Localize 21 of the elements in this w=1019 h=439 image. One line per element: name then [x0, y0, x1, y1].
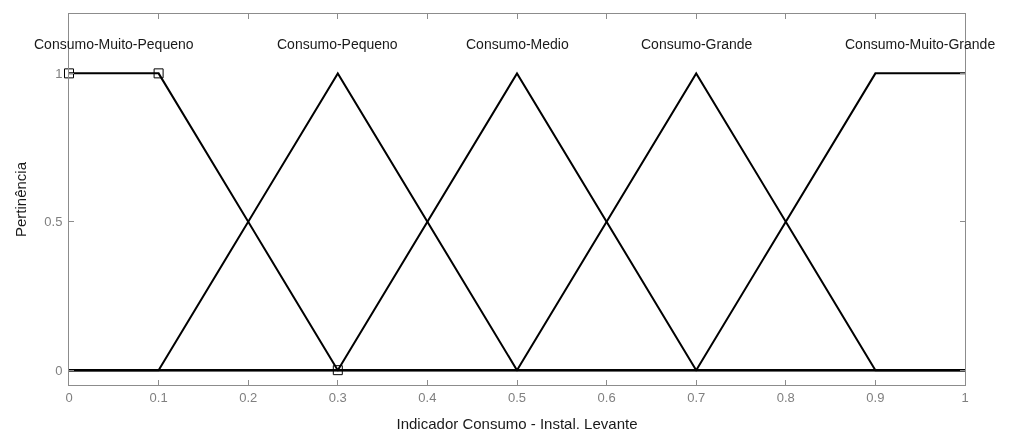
- y-tick-label: 0.5: [44, 214, 63, 230]
- y-axis-title: Pertinência: [11, 161, 29, 238]
- text: Consumo-Muito-Pequeno: [34, 36, 194, 52]
- x-tick-label: 1: [961, 389, 969, 405]
- x-tick-label: 0.1: [149, 389, 168, 405]
- x-tick-label: 0.5: [507, 389, 527, 405]
- text: Consumo-Pequeno: [277, 36, 398, 52]
- text: Consumo-Medio: [466, 36, 569, 52]
- y-tick-label: 0: [55, 362, 63, 378]
- x-tick-label: 0.4: [418, 389, 437, 405]
- x-tick-label: 0.2: [239, 389, 258, 405]
- x-axis-title: Indicador Consumo - Instal. Levante: [396, 414, 638, 432]
- y-tick-label: 1: [55, 65, 63, 81]
- x-tick-label: 0.3: [328, 389, 347, 405]
- x-tick-label: 0.8: [776, 389, 795, 405]
- text: Consumo-Muito-Grande: [845, 36, 996, 52]
- x-tick-label: 0.9: [866, 389, 885, 405]
- text: Consumo-Grande: [641, 36, 753, 52]
- x-tick-label: 0.7: [687, 389, 706, 405]
- x-tick-label: 0: [65, 389, 73, 405]
- x-tick-label: 0.6: [597, 389, 616, 405]
